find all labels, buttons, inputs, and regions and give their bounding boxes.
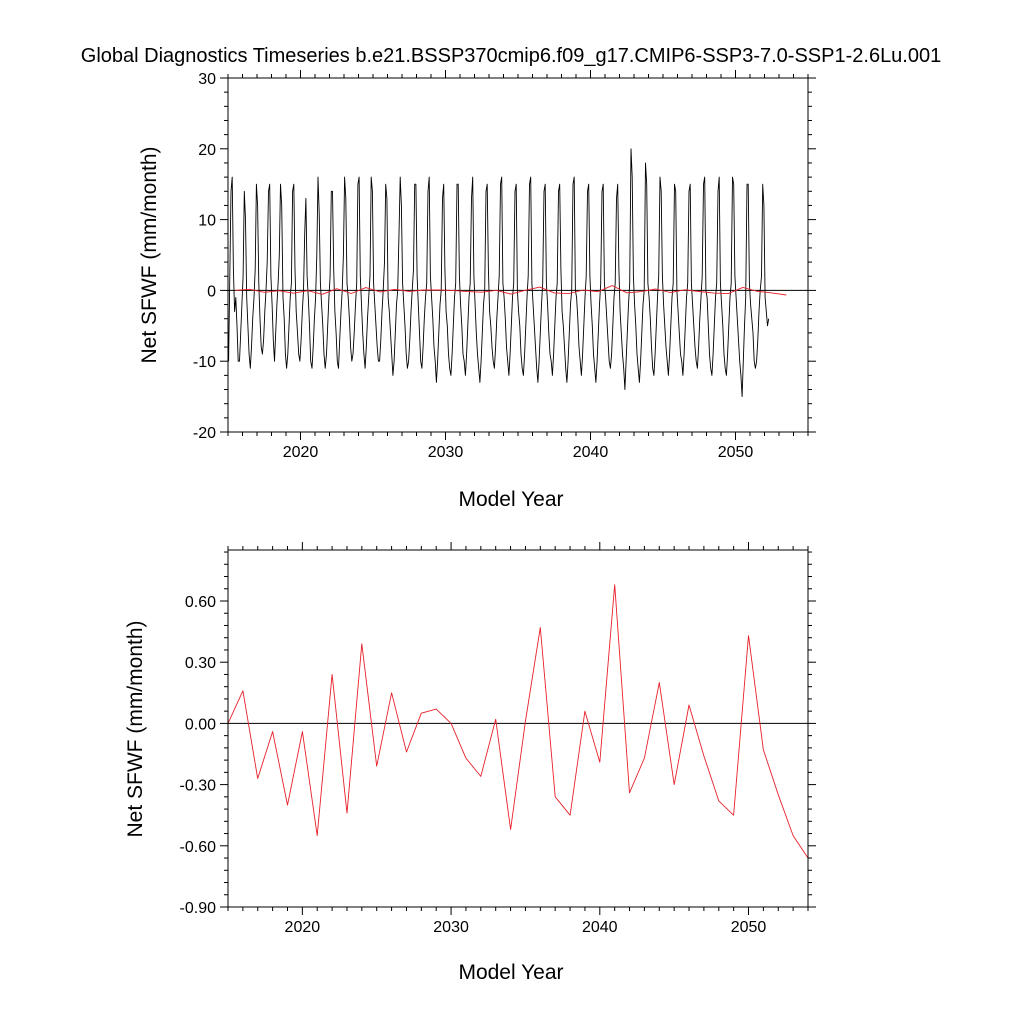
plot-frame bbox=[227, 549, 809, 908]
series-lines bbox=[228, 148, 808, 398]
y-tick-label: 30 bbox=[198, 71, 216, 88]
y-axis-label: Net SFWF (mm/month) bbox=[124, 620, 147, 837]
y-tick-label: 0.60 bbox=[185, 594, 216, 611]
x-tick-label: 2030 bbox=[433, 919, 469, 936]
x-tick-label: 2020 bbox=[283, 444, 319, 461]
plot-frame bbox=[227, 77, 809, 433]
x-tick-label: 2040 bbox=[582, 919, 618, 936]
series-line-annual bbox=[227, 584, 809, 859]
y-tick-label: -10 bbox=[193, 354, 216, 371]
series-lines bbox=[227, 584, 809, 859]
x-tick-label: 2050 bbox=[731, 919, 767, 936]
y-tick-label: 20 bbox=[198, 142, 216, 159]
timeseries-panel-annual: 2020 2030 2040 2050 -0.90 -0.60 -0.30 0.00 0.30 0… bbox=[124, 542, 816, 984]
x-tick-label: 2040 bbox=[573, 444, 609, 461]
x-axis-label: Model Year bbox=[458, 961, 563, 984]
series-line-annual bbox=[235, 285, 787, 296]
y-tick-label: -0.90 bbox=[180, 900, 217, 917]
x-tick-label: 2050 bbox=[718, 444, 754, 461]
series-line-monthly bbox=[228, 148, 770, 398]
x-tick-label: 2030 bbox=[428, 444, 464, 461]
y-axis-label: Net SFWF (mm/month) bbox=[138, 146, 161, 363]
y-tick-label: 0 bbox=[207, 283, 216, 300]
y-tick-label: -0.60 bbox=[180, 839, 217, 856]
y-tick-label: 10 bbox=[198, 213, 216, 230]
x-tick-label: 2020 bbox=[285, 919, 321, 936]
y-tick-label: -0.30 bbox=[180, 778, 217, 795]
y-tick-label: -20 bbox=[193, 425, 216, 442]
y-tick-label: 0.30 bbox=[185, 655, 216, 672]
y-tick-label: 0.00 bbox=[185, 716, 216, 733]
axis-ticks: 2020 2030 2040 2050 -0.90 -0.60 -0.30 0.00 0.30 0… bbox=[180, 542, 816, 936]
x-axis-label: Model Year bbox=[458, 488, 563, 511]
figure-title: Global Diagnostics Timeseries b.e21.BSSP… bbox=[81, 45, 941, 67]
